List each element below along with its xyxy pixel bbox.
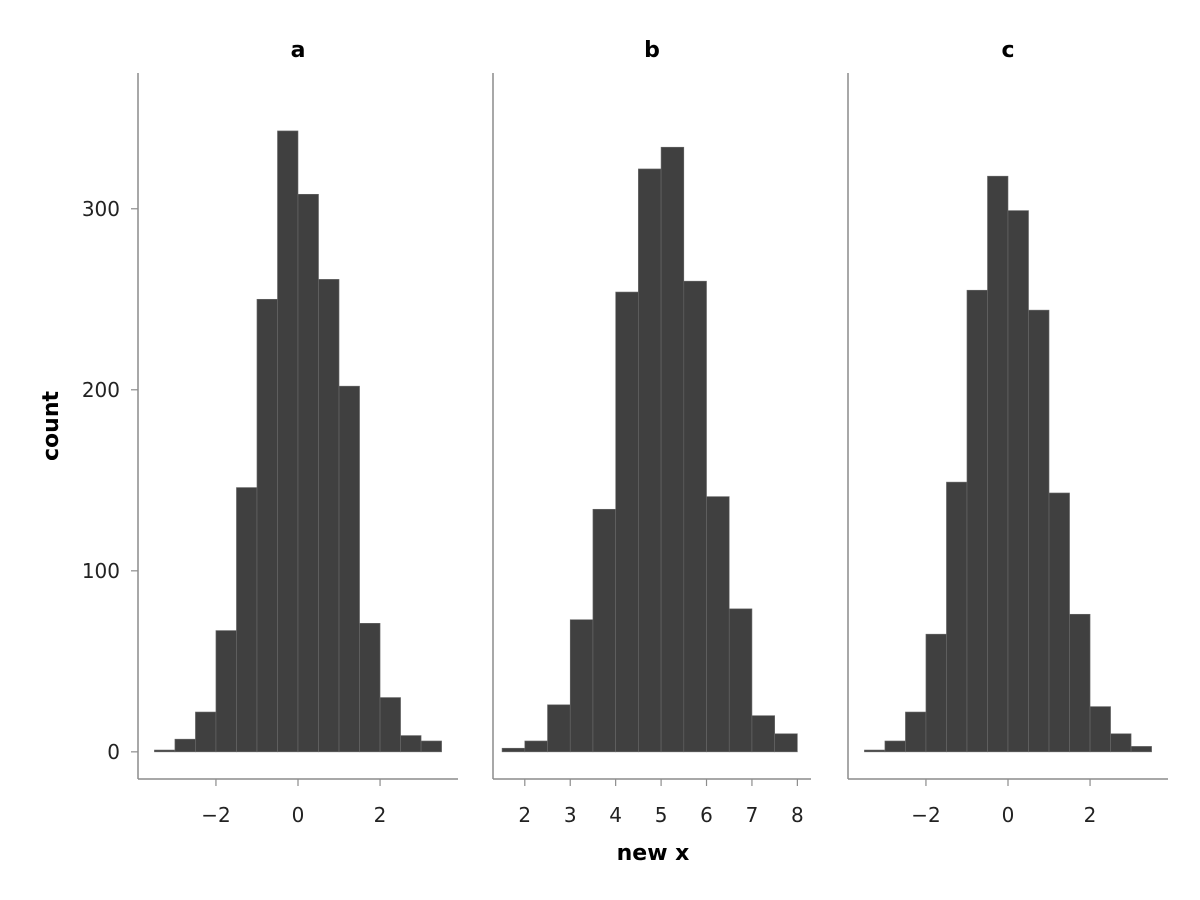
- y-tick-label: 0: [107, 740, 120, 764]
- histogram-bar: [215, 630, 237, 753]
- histogram-bar: [966, 289, 988, 753]
- histogram-bar: [1089, 706, 1111, 753]
- x-tick-label: 4: [609, 803, 622, 827]
- x-tick-label: −2: [911, 803, 940, 827]
- histogram-bar: [1048, 492, 1070, 753]
- facet-panel-c: −2 0 2 c: [847, 38, 1168, 827]
- facet-title: b: [644, 38, 660, 63]
- facet-panels: −2 0 2 a 2 3 4 5 6 7 8 b −2 0 2 c: [137, 38, 1168, 827]
- x-tick-label: 0: [1002, 803, 1015, 827]
- histogram-bar: [236, 487, 258, 753]
- histogram-bar: [420, 740, 442, 753]
- histogram-bar: [728, 608, 753, 753]
- histogram-bar: [379, 697, 401, 753]
- histogram-bar: [1110, 733, 1132, 753]
- x-tick-label: 2: [1084, 803, 1097, 827]
- x-tick-label: 6: [700, 803, 713, 827]
- histogram-bar: [195, 711, 217, 753]
- histogram-bar: [905, 711, 927, 753]
- histogram-bar: [638, 168, 662, 753]
- histogram-bar: [751, 715, 775, 753]
- histogram-bar: [615, 291, 639, 753]
- histogram-bar: [524, 740, 548, 753]
- histogram-bar: [569, 619, 594, 753]
- histogram-bar: [297, 193, 319, 753]
- histogram-bar: [318, 279, 340, 753]
- x-tick-label: −2: [201, 803, 230, 827]
- histogram-bar: [683, 280, 707, 753]
- x-tick-label: 3: [564, 803, 577, 827]
- y-tick-label: 200: [82, 378, 120, 402]
- histogram-bar: [987, 175, 1009, 753]
- histogram-bar: [706, 496, 730, 753]
- facet-title: a: [291, 38, 306, 63]
- x-tick-label: 7: [746, 803, 759, 827]
- x-tick-label: 0: [292, 803, 305, 827]
- histogram-bar: [1007, 210, 1029, 753]
- histogram-bar: [400, 735, 422, 753]
- x-tick-label: 2: [518, 803, 531, 827]
- histogram-bar: [884, 740, 906, 753]
- y-tick-label: 300: [82, 197, 120, 221]
- histogram-bar: [1130, 746, 1152, 753]
- histogram-bar: [547, 704, 571, 753]
- histogram-bar: [277, 130, 299, 753]
- x-tick-label: 2: [374, 803, 387, 827]
- facet-panel-a: −2 0 2 a: [137, 38, 458, 827]
- histogram-bar: [256, 298, 278, 753]
- histogram-bar: [1069, 613, 1091, 753]
- x-axis-title: new x: [617, 841, 690, 866]
- facet-panel-b: 2 3 4 5 6 7 8 b: [492, 38, 811, 827]
- histogram-bar: [774, 733, 798, 753]
- histogram-bar: [864, 749, 886, 753]
- y-axis-title: count: [39, 391, 64, 461]
- histogram-bar: [946, 481, 968, 753]
- facet-title: c: [1001, 38, 1014, 63]
- histogram-bar: [359, 623, 381, 753]
- histogram-bar: [660, 146, 685, 753]
- x-tick-label: 8: [791, 803, 804, 827]
- y-tick-label: 100: [82, 559, 120, 583]
- histogram-bar: [154, 749, 176, 753]
- histogram-bar: [925, 633, 947, 753]
- histogram-bar: [174, 738, 196, 753]
- histogram-bar: [1028, 309, 1050, 753]
- histogram-bar: [501, 747, 526, 753]
- histogram-bar: [338, 385, 360, 753]
- y-axis: 0 100 200 300: [82, 197, 138, 764]
- x-tick-label: 5: [655, 803, 668, 827]
- histogram-bar: [592, 508, 616, 753]
